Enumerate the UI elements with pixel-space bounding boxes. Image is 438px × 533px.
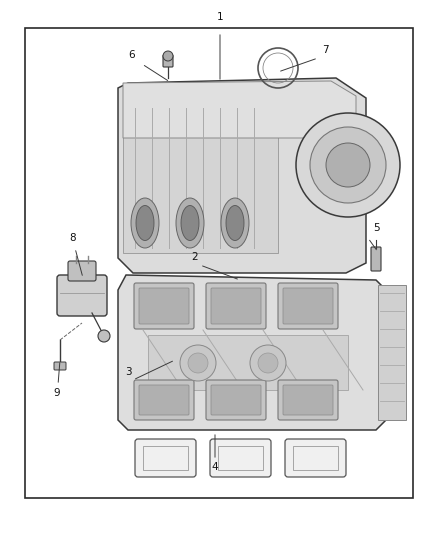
Polygon shape [123,81,356,138]
FancyBboxPatch shape [210,439,271,477]
Circle shape [163,51,173,61]
Ellipse shape [136,206,154,240]
Text: 1: 1 [217,12,223,22]
Bar [218,446,263,470]
FancyBboxPatch shape [139,288,189,324]
FancyBboxPatch shape [211,288,261,324]
Bar [378,285,406,420]
Ellipse shape [181,206,199,240]
FancyBboxPatch shape [206,380,266,420]
Circle shape [98,330,110,342]
Text: 7: 7 [322,45,328,55]
FancyBboxPatch shape [134,283,194,329]
Bar [25,28,413,498]
Bar [143,446,188,470]
FancyBboxPatch shape [135,439,196,477]
Text: 9: 9 [54,388,60,398]
FancyBboxPatch shape [283,288,333,324]
Text: 3: 3 [125,367,131,377]
Polygon shape [118,275,391,430]
Text: 6: 6 [129,50,135,60]
Circle shape [296,113,400,217]
Ellipse shape [176,198,204,248]
FancyBboxPatch shape [206,283,266,329]
Bar [310,130,365,200]
Circle shape [326,143,370,187]
FancyBboxPatch shape [54,362,66,370]
Polygon shape [118,78,366,273]
Circle shape [188,353,208,373]
FancyBboxPatch shape [68,261,96,281]
FancyBboxPatch shape [139,385,189,415]
Ellipse shape [131,198,159,248]
Ellipse shape [226,206,244,240]
Circle shape [310,127,386,203]
FancyBboxPatch shape [163,55,173,67]
Text: 4: 4 [212,462,218,472]
FancyBboxPatch shape [278,283,338,329]
FancyBboxPatch shape [278,380,338,420]
Bar [148,335,348,390]
FancyBboxPatch shape [371,247,381,271]
Circle shape [258,353,278,373]
Bar [123,103,278,253]
Circle shape [250,345,286,381]
FancyBboxPatch shape [57,275,107,316]
Ellipse shape [221,198,249,248]
FancyBboxPatch shape [211,385,261,415]
Text: 5: 5 [373,223,380,233]
FancyBboxPatch shape [285,439,346,477]
FancyBboxPatch shape [283,385,333,415]
Bar [293,446,338,470]
Text: 8: 8 [70,233,76,243]
Text: 2: 2 [192,252,198,262]
Circle shape [180,345,216,381]
FancyBboxPatch shape [134,380,194,420]
